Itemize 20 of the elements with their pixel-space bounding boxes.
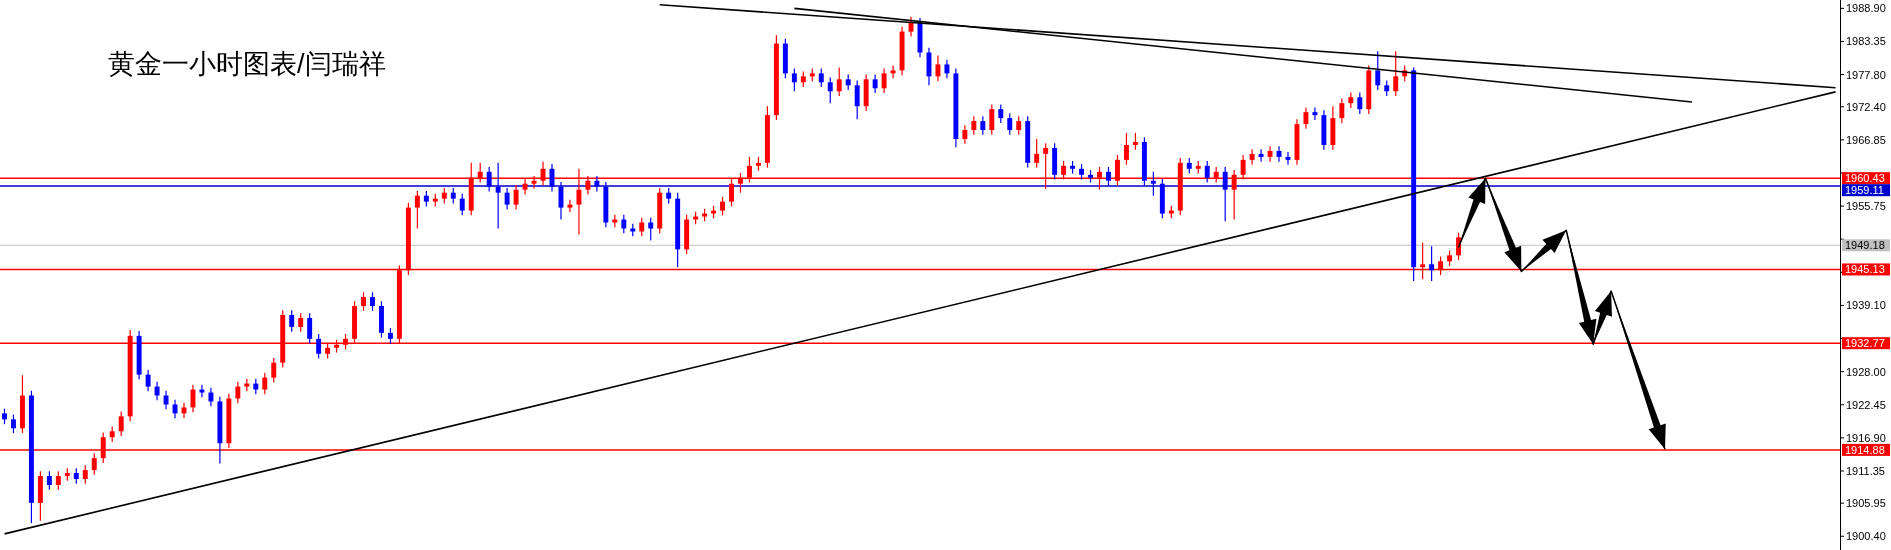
ref-line-label: 1960.43 <box>1845 172 1885 185</box>
y-tick-label: 1988.90 <box>1846 2 1886 15</box>
y-tick-label: 1905.95 <box>1846 497 1886 510</box>
text: 黄金一小时图表/闫瑞祥 <box>108 49 386 79</box>
y-tick-label: 1983.35 <box>1846 35 1886 48</box>
y-tick-label: 1916.90 <box>1846 431 1886 444</box>
y-tick-label: 1900.40 <box>1846 530 1886 543</box>
ref-line-label: 1959.11 <box>1845 184 1884 197</box>
ref-line-label: 1932.77 <box>1845 337 1885 350</box>
y-tick-label: 1922.45 <box>1846 398 1886 411</box>
ref-line-label: 1914.88 <box>1845 443 1885 456</box>
ref-line-label: 1949.18 <box>1845 239 1885 252</box>
y-tick-label: 1966.85 <box>1846 133 1886 146</box>
ref-line-label: 1945.13 <box>1845 263 1885 276</box>
y-tick-label: 1911.35 <box>1846 464 1885 477</box>
y-tick-label: 1928.00 <box>1846 365 1886 378</box>
y-tick-label: 1977.80 <box>1846 68 1886 81</box>
y-tick-label: 1939.10 <box>1846 299 1886 312</box>
y-tick-label: 1972.40 <box>1846 100 1886 113</box>
y-tick-label: 1955.75 <box>1846 200 1886 213</box>
